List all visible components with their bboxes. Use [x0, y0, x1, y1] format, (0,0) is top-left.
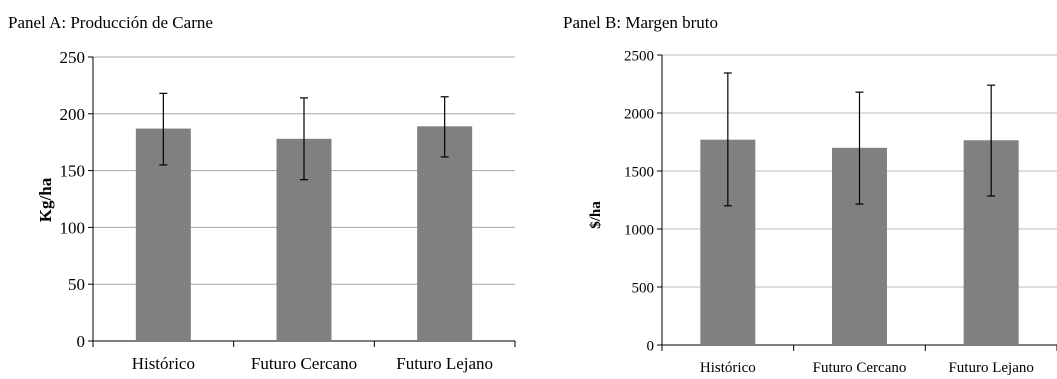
- panel-b-y-tick-label: 2000: [624, 106, 654, 122]
- panel-a-y-axis-label: Kg/ha: [36, 177, 55, 222]
- panel-b-category-label: Histórico: [700, 360, 756, 376]
- panel-b-y-tick-label: 0: [647, 338, 655, 354]
- panel-a-y-tick-label: 250: [60, 48, 86, 67]
- panel-a-bar: [417, 126, 473, 342]
- panel-a-y-tick-label: 200: [60, 105, 86, 124]
- panel-b-chart: Panel B: Margen bruto $/ha 0 500 1000 1500 2…: [563, 13, 1057, 376]
- panel-b-category-label: Futuro Cercano: [813, 360, 907, 376]
- panel-a-category-label: Histórico: [132, 354, 195, 373]
- panel-a-chart: Panel A: Producción de Carne Kg/ha 0 50 10…: [8, 13, 516, 373]
- panel-b-y-tick-label: 2500: [624, 48, 654, 64]
- panel-a-y-tick-label: 150: [60, 162, 86, 181]
- panel-a-y-tick-label: 100: [60, 218, 86, 237]
- panel-b-y-tick-label: 500: [632, 280, 655, 296]
- panel-b-y-tick-label: 1500: [624, 164, 654, 180]
- panel-b-category-label: Futuro Lejano: [948, 360, 1033, 376]
- panel-a-category-label: Futuro Cercano: [251, 354, 357, 373]
- panel-a-title: Panel A: Producción de Carne: [8, 13, 213, 32]
- panel-b-y-tick-label: 1000: [624, 222, 654, 238]
- panel-b-y-axis-label: $/ha: [588, 201, 604, 229]
- panel-a-y-tick-label: 0: [77, 332, 86, 351]
- panel-a-y-tick-label: 50: [68, 275, 85, 294]
- panel-b-title: Panel B: Margen bruto: [563, 13, 718, 32]
- panel-a-category-label: Futuro Lejano: [396, 354, 493, 373]
